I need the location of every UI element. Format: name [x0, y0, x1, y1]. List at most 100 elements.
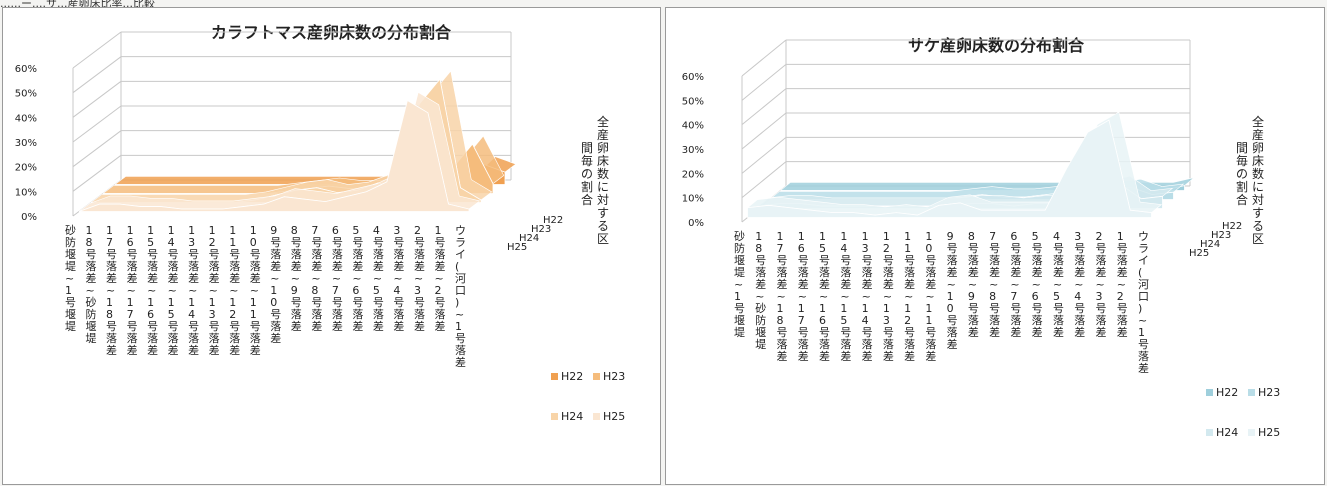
- gridline-side: [72, 31, 122, 69]
- x-category-label: 3 号落差~ 4 号落差: [1074, 230, 1085, 339]
- legend-swatch: [1248, 429, 1255, 436]
- x-category-label: 5 号落差~ 6 号落差: [1032, 230, 1043, 339]
- y-tick-label: 40%: [15, 113, 37, 124]
- x-category-label: 6 号落差~ 7 号落差: [332, 224, 343, 333]
- x-category-label: 1 2 号落差~ 1 3 号落差: [883, 230, 894, 363]
- x-category-label: 1 6 号落差~ 1 7 号落差: [798, 230, 809, 363]
- gridline-side: [741, 112, 787, 150]
- y-tick-label: 0%: [688, 218, 704, 229]
- x-category-label: 1 8 号落差~砂防堰堤: [86, 224, 97, 345]
- x-category-label: 1 3 号落差~ 1 4 号落差: [862, 230, 873, 363]
- legend-label: H22: [561, 370, 583, 383]
- x-category-label: 1 号落差~ 2 号落差: [434, 224, 445, 333]
- gridline-side: [72, 105, 122, 143]
- x-category-label: 1 1 号落差~ 1 2 号落差: [904, 230, 915, 363]
- x-category-label: ウライ(河口) ~1 号落差: [1138, 230, 1149, 375]
- x-category-label: 2 号落差~ 3 号落差: [1095, 230, 1106, 339]
- legend-swatch: [593, 413, 600, 420]
- y-tick-label: 60%: [682, 72, 704, 83]
- legend-label: H24: [1216, 426, 1238, 439]
- y-tick-label: 30%: [15, 138, 37, 149]
- x-category-label: 1 4 号落差~ 1 5 号落差: [840, 230, 851, 363]
- y-axis-title: 全産卵床数に対する区: [1252, 114, 1264, 246]
- x-category-label: 8 号落差~ 9 号落差: [291, 224, 302, 333]
- gridline-side: [72, 80, 122, 118]
- x-category-label: 1 5 号落差~ 1 6 号落差: [147, 224, 158, 357]
- x-category-label: 4 号落差~ 5 号落差: [1053, 230, 1064, 339]
- gridline-side: [741, 136, 787, 174]
- y-tick-label: 0%: [21, 212, 37, 223]
- x-category-label: ウライ(河口) ~1 号落差: [455, 224, 466, 369]
- legend-swatch: [1248, 389, 1255, 396]
- y-tick-label: 10%: [15, 187, 37, 198]
- salmon-chart-left-panel: カラフトマス産卵床数の分布割合 砂防堰堤~ 1 号堰堤 1 8 号落差~砂防堰堤 1 7 号落差…: [2, 7, 661, 485]
- x-category-label: 1 7 号落差~ 1 8 号落差: [777, 230, 788, 363]
- legend-swatch: [1206, 429, 1213, 436]
- chum-salmon-chart: サケ産卵床数の分布割合 砂防堰堤~ 1 号堰堤 1 8 号落差~砂防堰堤 1 7 号落差~ 1 8 号…: [682, 36, 1281, 439]
- y-axis-title-cont: 間毎の割合: [1236, 141, 1248, 207]
- x-category-label: 1 0 号落差~ 1 1 号落差: [250, 224, 261, 357]
- gridline-side: [741, 161, 787, 199]
- x-category-label: 砂防堰堤~ 1 号堰堤: [65, 224, 76, 333]
- gridline-side: [72, 154, 122, 192]
- x-category-label: 4 号落差~ 5 号落差: [373, 224, 384, 333]
- x-category-label: 3 号落差~ 4 号落差: [393, 224, 404, 333]
- y-tick-label: 50%: [15, 89, 37, 100]
- x-category-label: 1 6 号落差~ 1 7 号落差: [127, 224, 138, 357]
- y-tick-label: 60%: [15, 64, 37, 75]
- gridline-side: [72, 130, 122, 168]
- y-tick-label: 30%: [682, 145, 704, 156]
- x-category-label: 1 4 号落差~ 1 5 号落差: [168, 224, 179, 357]
- y-tick-label: 40%: [682, 121, 704, 132]
- x-category-label: 1 号落差~ 2 号落差: [1117, 230, 1128, 339]
- legend-swatch: [1206, 389, 1213, 396]
- y-axis-title: 全産卵床数に対する区: [597, 114, 609, 246]
- gridline-side: [741, 39, 787, 77]
- gridline-side: [741, 63, 787, 101]
- legend-swatch: [593, 373, 600, 380]
- y-tick-label: 20%: [682, 169, 704, 180]
- y-tick-label: 50%: [682, 96, 704, 107]
- legend-label: H24: [561, 410, 583, 423]
- y-tick-label: 20%: [15, 163, 37, 174]
- gridline-side: [72, 56, 122, 94]
- x-category-label: 1 1 号落差~ 1 2 号落差: [229, 224, 240, 357]
- legend-label: H25: [603, 410, 625, 423]
- series-area-H25: [78, 99, 470, 212]
- x-category-label: 1 0 号落差~ 1 1 号落差: [925, 230, 936, 363]
- legend-swatch: [551, 413, 558, 420]
- legend-label: H23: [603, 370, 625, 383]
- x-category-label: 1 3 号落差~ 1 4 号落差: [188, 224, 199, 357]
- x-category-label: 9 号落差~ 1 0 号落差: [270, 224, 281, 345]
- x-category-label: 2 号落差~ 3 号落差: [414, 224, 425, 333]
- legend-label: H25: [1258, 426, 1280, 439]
- x-category-label: 8 号落差~ 9 号落差: [968, 230, 979, 339]
- x-category-label: 1 8 号落差~砂防堰堤: [755, 230, 766, 351]
- legend-swatch: [551, 373, 558, 380]
- x-category-label: 1 2 号落差~ 1 3 号落差: [209, 224, 220, 357]
- x-category-label: 1 7 号落差~ 1 8 号落差: [106, 224, 117, 357]
- x-category-label: 1 5 号落差~ 1 6 号落差: [819, 230, 830, 363]
- legend-label: H22: [1216, 386, 1238, 399]
- chart-title: サケ産卵床数の分布割合: [908, 36, 1085, 55]
- x-category-label: 9 号落差~ 1 0 号落差: [947, 230, 958, 351]
- gridline-side: [741, 88, 787, 126]
- x-category-label: 7 号落差~ 8 号落差: [311, 224, 322, 333]
- x-category-label: 6 号落差~ 7 号落差: [1010, 230, 1021, 339]
- y-axis-title-cont: 間毎の割合: [581, 141, 593, 207]
- series-depth-label: H24: [1200, 239, 1220, 250]
- series-depth-label: H24: [519, 233, 539, 244]
- series-area-H25: [747, 119, 1152, 218]
- series-depth-label: H23: [1211, 230, 1231, 241]
- series-depth-label: H22: [543, 215, 563, 226]
- chum-salmon-chart-right-panel: サケ産卵床数の分布割合 砂防堰堤~ 1 号堰堤 1 8 号落差~砂防堰堤 1 7 号落差~ 1 8 号…: [665, 7, 1325, 485]
- page-header-partial-text: ......ー....サ...産卵床比率...比較: [0, 0, 155, 7]
- y-tick-label: 10%: [682, 194, 704, 205]
- legend-label: H23: [1258, 386, 1280, 399]
- x-category-label: 7 号落差~ 8 号落差: [989, 230, 1000, 339]
- series-depth-label: H25: [1189, 248, 1209, 259]
- series-depth-label: H22: [1222, 221, 1242, 232]
- x-category-label: 5 号落差~ 6 号落差: [352, 224, 363, 333]
- series-depth-label: H23: [531, 224, 551, 235]
